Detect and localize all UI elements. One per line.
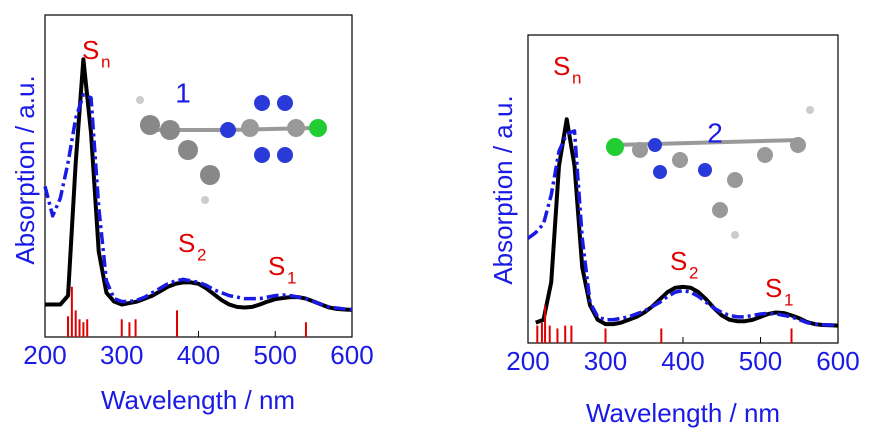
compound-label: 2 (707, 117, 723, 148)
state-label: S (82, 35, 99, 65)
x-tick-label: 600 (816, 346, 859, 376)
state-subscript: 2 (197, 245, 206, 264)
state-label: S (670, 246, 687, 276)
state-label: S (268, 251, 285, 281)
x-tick-label: 300 (100, 340, 143, 370)
state-subscript: 2 (689, 263, 698, 282)
x-tick-label: 300 (584, 346, 627, 376)
x-axis-label: Wavelength / nm (586, 398, 780, 428)
state-label: S (765, 273, 782, 303)
state-subscript: 1 (287, 268, 296, 287)
figure: 200 300 400 500 600 Absorption / a.u. Waveleng… (0, 0, 873, 436)
y-axis-label: Absorption / a.u. (488, 95, 518, 284)
x-tick-label: 500 (254, 340, 297, 370)
page: 200 300 400 500 600 Absorption / a.u. Waveleng… (0, 0, 873, 436)
x-axis-label: Wavelength / nm (101, 385, 295, 415)
state-label: S (178, 228, 195, 258)
x-tick-label: 400 (177, 340, 220, 370)
x-tick-label: 200 (23, 340, 66, 370)
state-subscript: n (101, 52, 110, 71)
compound-label: 1 (175, 77, 191, 108)
state-label: S (553, 51, 570, 81)
y-axis-label: Absorption / a.u. (10, 75, 40, 264)
molecule-1 (136, 95, 327, 204)
state-subscript: n (572, 68, 581, 87)
state-subscript: 1 (784, 290, 793, 309)
x-tick-label: 200 (506, 346, 549, 376)
x-tick-label: 600 (330, 340, 373, 370)
x-tick-label: 500 (739, 346, 782, 376)
x-tick-label: 400 (661, 346, 704, 376)
